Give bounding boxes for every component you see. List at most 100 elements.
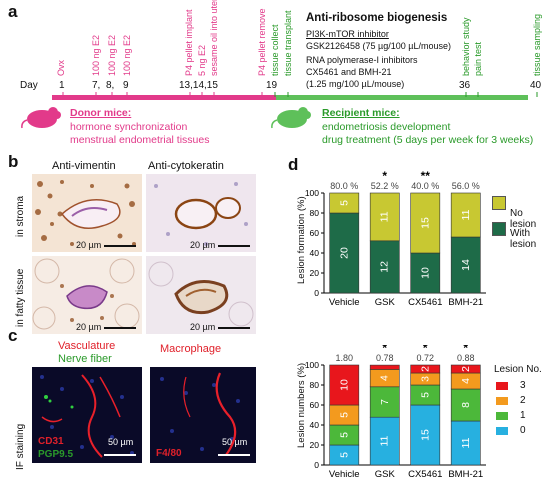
title-vasculature: Vasculature [58,340,116,352]
bar-top-label: 56.0 % [452,181,480,191]
bar-segment [450,388,481,422]
legend2-swatch-2 [496,397,508,405]
panel-label-b: b [8,152,19,171]
legend2-swatch-0 [496,427,508,435]
segment-count-label: 5 [338,452,350,458]
bar-segment [329,364,360,406]
timeline-ticks [62,92,538,97]
y-tick-label: 40 [310,248,320,258]
marker-cd31: CD31 [38,436,64,447]
bar-top-label: 1.80 [335,353,353,363]
segment-count-label: 5 [338,200,350,206]
significance-marker: * [382,345,387,355]
bar-top-label: 0.72 [416,353,434,363]
scalebar-b3: 20 µm [76,322,102,332]
day-19: 19 [266,80,278,91]
scalebar-b2: 20 µm [190,240,216,250]
segment-count-label: 3 [419,376,431,382]
day-36: 36 [459,80,471,91]
bar-top-label: 0.88 [457,353,475,363]
bar-segment [450,364,481,374]
col-title-vimentin: Anti-vimentin [52,160,116,172]
bar-segment [450,236,481,294]
drug-line-5: (1.25 mg/100 µL/mouse) [306,79,405,89]
category-label: BMH-21 [448,297,483,308]
panel-label-d: d [288,155,299,174]
bar-top-label: 52.2 % [371,181,399,191]
panel-label-c: c [8,326,18,345]
bar-segment [450,420,481,466]
category-label: CX5461 [408,469,442,480]
segment-count-label: 7 [379,399,391,405]
day-40: 40 [530,80,542,91]
y-tick-label: 20 [310,440,320,450]
y-tick-label: 80 [310,380,320,390]
scalebar-c2: 50 µm [222,437,248,447]
y-tick-label: 60 [310,228,320,238]
bar-segment [450,192,481,238]
segment-count-label: 20 [338,247,350,259]
significance-marker: ** [421,169,431,183]
legend2-title: Lesion No. [494,364,542,375]
recipient-title: Recipient mice: [322,107,400,119]
segment-count-label: 4 [460,378,472,384]
day-1: 1 [59,80,65,91]
segment-count-label: 11 [460,209,472,220]
legend2-swatch-3 [496,382,508,390]
legend2-label-2: 2 [520,395,526,406]
legend-label-no-lesion: No lesion [510,208,537,230]
segment-count-label: 4 [379,375,391,381]
y-tick-label: 100 [305,360,319,370]
category-label: GSK [375,297,396,308]
category-label: Vehicle [329,297,360,308]
bar-segment [329,192,360,214]
row-label-if: IF staining [15,423,26,470]
row-label-fatty: in fatty tissue [15,268,26,327]
row-label-stroma: in stroma [15,195,26,237]
title-nerve-fiber: Nerve fiber [58,353,112,365]
category-label: CX5461 [408,297,442,308]
bar-segment [329,212,360,294]
bar-segment [369,416,400,466]
bar-segment [369,364,400,370]
drug-line-4: CX5461 and BMH-21 [306,67,392,77]
drug-section-title: Anti-ribosome biogenesis [306,12,448,24]
segment-count-label: 14 [460,259,472,271]
drug-line-1: PI3K-mTOR inhibitor [306,29,389,39]
image-if-macrophage [150,367,256,463]
image-cytokeratin-stroma [146,174,256,252]
bar-top-label: 0.78 [376,353,394,363]
legend2-label-1: 1 [520,410,526,421]
significance-marker: * [423,345,428,355]
col-title-cytokeratin: Anti-cytokeratin [148,160,224,172]
y-tick-label: 100 [305,188,319,198]
segment-count-label: 5 [338,412,350,418]
segment-count-label: 12 [379,261,391,273]
y-tick-label: 0 [314,460,319,470]
bar-top-label: 80.0 % [330,181,358,191]
y-tick-label: 60 [310,400,320,410]
legend-swatch-no-lesion [492,196,506,210]
image-if-vasculature [32,367,142,463]
segment-count-label: 5 [338,432,350,438]
segment-count-label: 8 [460,402,472,408]
scalebar-b1: 20 µm [76,240,102,250]
title-macrophage: Macrophage [160,343,222,355]
recipient-line-1: endometriosis development [322,121,451,133]
recipient-mouse-icon [271,107,311,129]
bar-segment [410,364,441,374]
recipient-timeline-bar [276,95,528,100]
donor-line-1: hormone synchronization [70,121,188,133]
day-label: Day [20,80,38,91]
day-13-15: 13,14,15 [179,80,218,91]
segment-count-label: 11 [379,435,391,446]
y-tick-label: 80 [310,208,320,218]
legend2-label-0: 0 [520,425,526,436]
segment-count-label: 10 [419,267,431,279]
significance-marker: * [463,345,468,355]
bar-segment [369,192,400,242]
y-tick-label: 0 [314,288,319,298]
donor-title: Donor mice: [70,107,132,119]
y-tick-label: 20 [310,268,320,278]
day-8: 8, [106,80,115,91]
